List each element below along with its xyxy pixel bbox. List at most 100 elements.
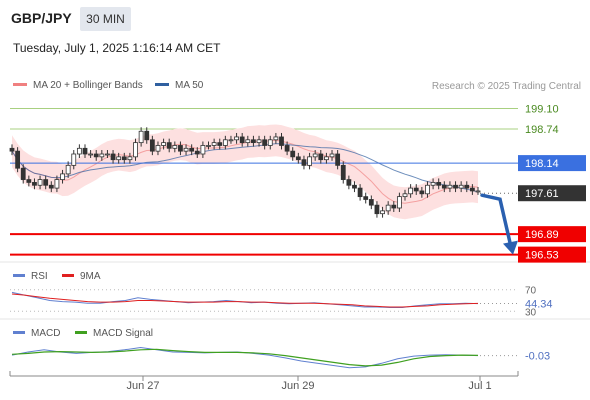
candle-body (217, 142, 223, 146)
candle (26, 175, 32, 187)
candle (105, 150, 110, 158)
candle (82, 144, 88, 158)
candle-body (352, 184, 357, 189)
legend-ma50-label: MA 50 (175, 80, 204, 91)
candle-body (363, 196, 369, 200)
candle (402, 189, 408, 201)
candle-body (9, 147, 15, 152)
candle (110, 150, 116, 164)
candle-body (301, 159, 307, 166)
candle (20, 164, 26, 184)
candle (346, 175, 352, 190)
candle-body (105, 153, 110, 156)
instrument-title: GBP/JPY (11, 10, 72, 26)
legend-swatch-macd-signal (75, 330, 87, 334)
candle-body (138, 130, 144, 144)
legend-rsi-ma: 9MA (62, 271, 101, 282)
legend-macd-label: MACD (31, 328, 61, 339)
candle (217, 138, 223, 150)
candle (312, 150, 318, 161)
candle (447, 181, 453, 193)
rsi-ma-line (11, 293, 479, 308)
legend-swatch-rsi (13, 273, 25, 277)
candle (194, 147, 200, 158)
candle-body (93, 153, 99, 158)
legend-swatch-macd (13, 330, 25, 334)
candle-body (436, 182, 442, 186)
legend-rsi-label: RSI (31, 271, 48, 282)
candle (385, 201, 391, 215)
candle (144, 127, 150, 144)
candle-body (161, 142, 166, 146)
candle-body (402, 193, 408, 198)
candle-body (144, 130, 150, 141)
candle (178, 141, 183, 156)
candle (88, 150, 94, 158)
timestamp: Tuesday, July 1, 2025 1:16:14 AM CET (13, 41, 221, 55)
candle-body (290, 150, 296, 158)
candle (245, 135, 251, 147)
candle-body (43, 179, 49, 186)
candle-body (447, 184, 453, 189)
candle (436, 178, 442, 190)
candle-body (273, 136, 279, 141)
candle-body (251, 139, 256, 144)
candle (301, 155, 307, 170)
research-credit: Research © 2025 Trading Central (431, 81, 581, 92)
legend-swatch-rsi-ma (62, 273, 74, 277)
candle-body (340, 164, 346, 180)
candle-body (380, 210, 385, 215)
candle-body (475, 190, 481, 193)
candle (99, 150, 105, 161)
candle-body (222, 139, 228, 146)
candle-body (295, 156, 301, 161)
candle (273, 132, 279, 144)
candle (391, 201, 397, 212)
support-label: 196.89 (525, 229, 559, 241)
last-price-box (518, 185, 586, 202)
candle (335, 150, 341, 170)
candle-body (60, 173, 65, 180)
candle-body (26, 179, 32, 183)
candle-body (284, 145, 290, 152)
candle (368, 195, 374, 210)
support-label-box (518, 246, 586, 263)
candle (54, 175, 60, 193)
candle-body (374, 204, 380, 215)
timeframe-button[interactable]: 30 MIN (80, 7, 131, 31)
candle-body (335, 153, 341, 166)
candle-body (133, 142, 138, 158)
bollinger-band (12, 124, 478, 220)
x-tick-label: Jun 29 (281, 380, 314, 392)
candle-body (32, 182, 37, 186)
candle-body (346, 179, 352, 186)
candle-body (200, 145, 206, 155)
pivot-label: 198.14 (525, 158, 559, 170)
candle-body (88, 153, 94, 156)
candle-body (183, 147, 189, 152)
candle-body (228, 139, 234, 142)
candle-body (453, 184, 458, 189)
candle-body (76, 147, 82, 155)
candle (307, 152, 312, 170)
candle-body (307, 156, 312, 166)
candle (363, 192, 369, 204)
candle (116, 152, 122, 164)
rsi-value-label: 44.34 (525, 299, 553, 311)
candle (340, 161, 346, 184)
candle (32, 178, 37, 190)
candle-body (37, 179, 43, 186)
legend-macd: MACD (13, 328, 60, 339)
candle (396, 192, 402, 212)
candle (295, 152, 301, 164)
legend-rsi: RSI (13, 271, 48, 282)
candle-body (391, 204, 397, 209)
pivot-label-box (518, 155, 586, 172)
candle (239, 132, 245, 147)
candle-body (256, 139, 262, 144)
rsi-line (11, 291, 479, 308)
candle-body (172, 145, 178, 149)
candle (430, 178, 436, 190)
legend-swatch-bollinger (13, 82, 27, 86)
